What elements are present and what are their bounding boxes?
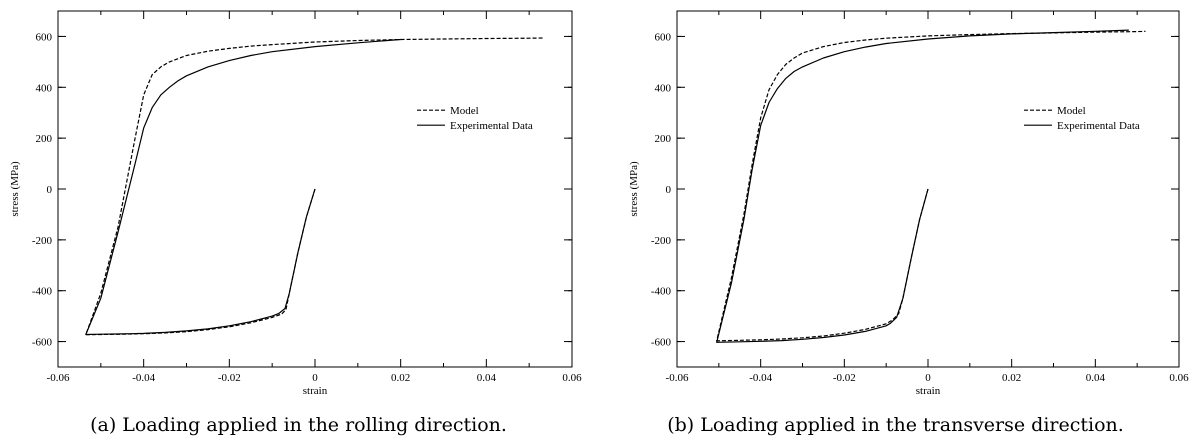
chart-a-series-experimental-line (85, 38, 401, 336)
chart-b-y-tick-label: -400 (651, 286, 672, 298)
chart-b-y-tick-label: 600 (655, 31, 672, 43)
chart-caption-b: (b) Loading applied in the transverse di… (667, 414, 1124, 436)
chart-b-x-tick-label: -0.02 (833, 372, 856, 384)
chart-panel-a: -0.06 -0.04 -0.02 0 0.02 0.04 0.06 -600 -400 -200… (9, 10, 582, 436)
chart-a-x-tick-label: 0.04 (477, 372, 497, 384)
chart-b-x-tick-label: -0.04 (749, 372, 772, 384)
chart-b-legend-label: Model (1057, 105, 1086, 117)
chart-b-series-experimental-line (716, 29, 1129, 343)
chart-b-x-tick-label: 0.06 (1169, 372, 1189, 384)
chart-b: -0.06 -0.04 -0.02 0 0.02 0.04 0.06 -600 -400 -200… (628, 10, 1189, 397)
chart-a-y-tick-label: 400 (36, 82, 53, 94)
chart-b-y-tick-label: 0 (666, 184, 672, 196)
chart-caption-a: (a) Loading applied in the rolling direc… (90, 414, 507, 436)
chart-b-y-tick-label: 400 (655, 82, 672, 94)
chart-a-legend-label: Model (450, 105, 479, 117)
chart-a-x-tick-label: 0 (312, 372, 318, 384)
chart-a-y-tick-label: 0 (47, 184, 53, 196)
chart-b-y-axis-label: stress (MPa) (628, 161, 640, 217)
chart-b-legend-label: Experimental Data (1057, 120, 1140, 132)
chart-a-y-tick-label: 600 (36, 31, 53, 43)
chart-panel-b: -0.06 -0.04 -0.02 0 0.02 0.04 0.06 -600 -400 -200… (597, 0, 1194, 445)
chart-a-y-tick-label: -600 (32, 337, 53, 349)
chart-b-x-axis-label: strain (916, 385, 941, 397)
chart-a-legend-label: Experimental Data (450, 120, 533, 132)
chart-a-x-tick-label: -0.02 (218, 372, 241, 384)
chart-a-y-tick-label: -400 (32, 286, 53, 298)
chart-b-y-tick-label: -600 (651, 337, 672, 349)
chart-b-x-tick-label: -0.06 (666, 372, 689, 384)
chart-b-x-tick-label: 0.02 (1002, 372, 1021, 384)
chart-a-x-axis-label: strain (303, 385, 328, 397)
chart-b-y-tick-label: 200 (655, 133, 672, 145)
chart-b-x-tick-label: 0 (925, 372, 931, 384)
chart-a-x-tick-label: 0.06 (562, 372, 582, 384)
chart-b-x-tick-label: 0.04 (1086, 372, 1106, 384)
chart-b-series-model-line (716, 30, 1146, 342)
chart-a-series-model-line (85, 37, 545, 336)
chart-b-y-tick-label: -200 (651, 235, 672, 247)
chart-a-y-tick-label: 200 (36, 133, 53, 145)
chart-a-y-tick-label: -200 (32, 235, 53, 247)
chart-a-x-tick-label: -0.04 (132, 372, 155, 384)
chart-a-x-tick-label: 0.02 (391, 372, 410, 384)
chart-a: -0.06 -0.04 -0.02 0 0.02 0.04 0.06 -600 -400 -200… (9, 10, 582, 397)
chart-a-y-axis-label: stress (MPa) (9, 161, 21, 217)
chart-a-x-tick-label: -0.06 (47, 372, 70, 384)
